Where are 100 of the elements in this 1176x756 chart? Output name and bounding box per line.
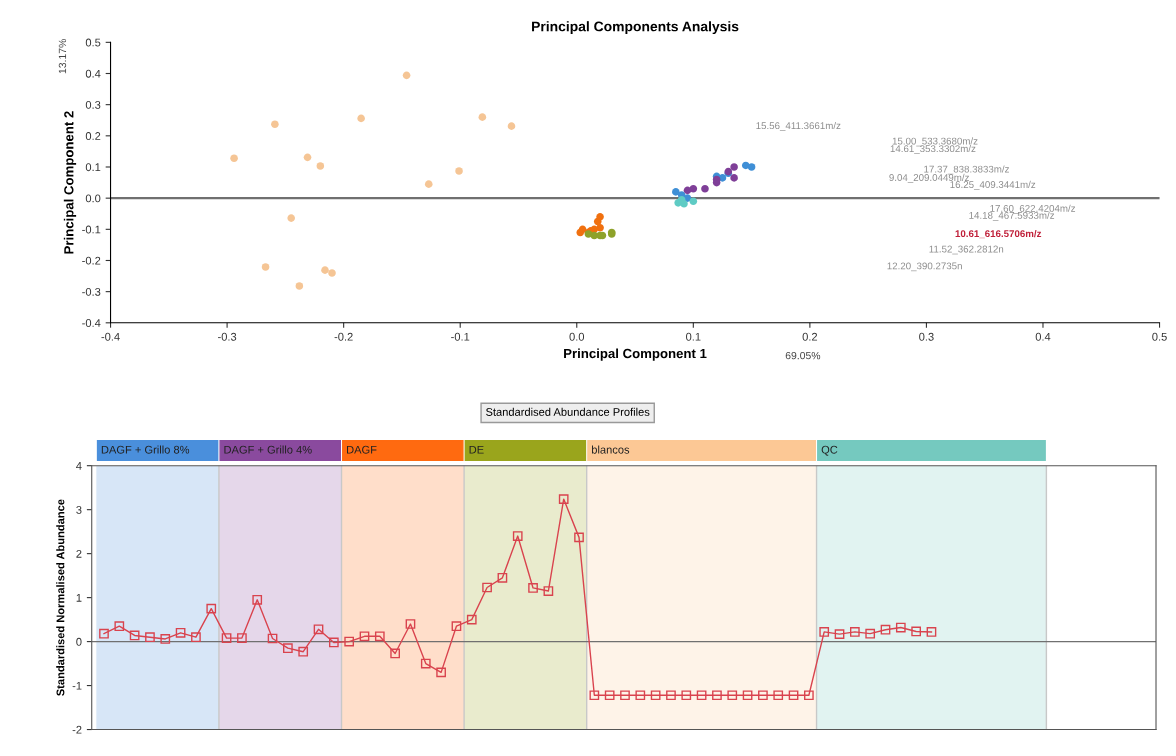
point	[267, 633, 278, 644]
y-tick-label: 1	[76, 594, 82, 602]
point	[865, 628, 876, 639]
point	[313, 624, 324, 635]
point	[295, 282, 304, 290]
point	[747, 163, 756, 171]
point	[283, 643, 293, 654]
y-tick-label: 0.3	[85, 100, 101, 109]
y-tick-label: 0.1	[85, 163, 101, 172]
point	[880, 624, 891, 635]
annotation: 15.56_411.3661m/z	[756, 121, 841, 131]
point	[596, 213, 604, 221]
y-tick-label: 0.4	[85, 69, 101, 78]
point	[696, 690, 707, 701]
point	[497, 572, 508, 583]
point	[160, 634, 171, 644]
point	[834, 629, 845, 639]
y-tick-label: -0.4	[82, 319, 101, 327]
text: 13.17%	[58, 39, 67, 74]
y-tick-label: -1	[72, 681, 82, 690]
x-tick-label: -0.2	[334, 332, 353, 341]
point	[911, 626, 922, 637]
point	[788, 690, 799, 701]
point	[683, 186, 692, 195]
point	[237, 633, 247, 643]
text: DAGF + Grillo 8%	[101, 445, 190, 454]
point	[512, 531, 523, 541]
point	[895, 622, 906, 633]
x-tick-label: -0.1	[451, 332, 470, 341]
point	[712, 690, 722, 701]
point	[596, 223, 604, 232]
point	[730, 174, 738, 182]
point	[321, 266, 329, 274]
y-tick-label: 0	[76, 637, 82, 646]
point	[303, 153, 312, 162]
point	[604, 690, 615, 701]
point	[666, 690, 676, 701]
point	[758, 690, 768, 701]
annotation: 15.00_533.3680m/z	[892, 137, 978, 147]
point	[402, 71, 411, 80]
point	[230, 154, 238, 163]
point	[650, 690, 661, 701]
y-tick-label: 0.5	[85, 38, 101, 47]
text: DE	[469, 445, 484, 454]
y-tick-label: -0.3	[82, 287, 101, 296]
point	[287, 214, 296, 222]
point	[773, 690, 784, 701]
point	[191, 632, 201, 643]
chart-title: Principal Components Analysis	[532, 21, 739, 35]
point	[635, 690, 646, 701]
annotation: 11.52_362.2812n	[929, 245, 1004, 255]
point	[328, 269, 336, 277]
point	[129, 630, 140, 641]
chart-title: Standardised Abundance Profiles	[486, 407, 650, 416]
point	[507, 122, 516, 130]
point	[298, 646, 309, 657]
y-tick-label: -0.2	[82, 256, 101, 265]
x-tick-label: 0.0	[569, 332, 585, 341]
point	[742, 690, 753, 701]
x-axis-title: Principal Component 1	[564, 348, 707, 361]
y-tick-label: 2	[76, 549, 82, 558]
point	[558, 494, 569, 504]
point	[455, 167, 463, 175]
point	[849, 627, 860, 637]
point	[405, 619, 416, 629]
point	[374, 631, 385, 642]
text: 69.05%	[785, 351, 821, 360]
point	[727, 690, 738, 701]
point	[344, 636, 355, 647]
annotation: 17.37_838.3833m/z	[924, 165, 1009, 175]
point	[328, 637, 339, 648]
x-tick-label: 0.5	[1152, 332, 1167, 341]
annotation: 12.20_390.2735n	[887, 262, 962, 272]
point	[261, 263, 270, 271]
point	[114, 621, 125, 632]
y-tick-label: 0.2	[85, 132, 101, 140]
point	[574, 532, 584, 543]
point	[420, 658, 431, 669]
point	[357, 114, 365, 123]
point	[804, 690, 814, 701]
text: blancos	[592, 445, 630, 454]
x-tick-label: -0.3	[218, 332, 237, 341]
point	[424, 180, 433, 188]
text: QC	[821, 445, 838, 456]
y-axis-title: Standardised Normalised Abundance	[56, 499, 65, 696]
point	[701, 185, 709, 193]
point	[672, 188, 680, 196]
point	[543, 586, 554, 596]
point	[681, 690, 692, 701]
point	[390, 648, 400, 659]
point	[175, 627, 186, 638]
point	[436, 667, 446, 678]
point	[466, 614, 477, 625]
point	[589, 690, 600, 701]
point	[730, 163, 738, 171]
point	[359, 631, 370, 642]
y-tick-label: 0.0	[85, 194, 101, 203]
x-tick-label: 0.4	[1035, 332, 1051, 341]
annotation: 14.61_353.3302m/z	[890, 144, 976, 154]
point	[528, 583, 538, 593]
